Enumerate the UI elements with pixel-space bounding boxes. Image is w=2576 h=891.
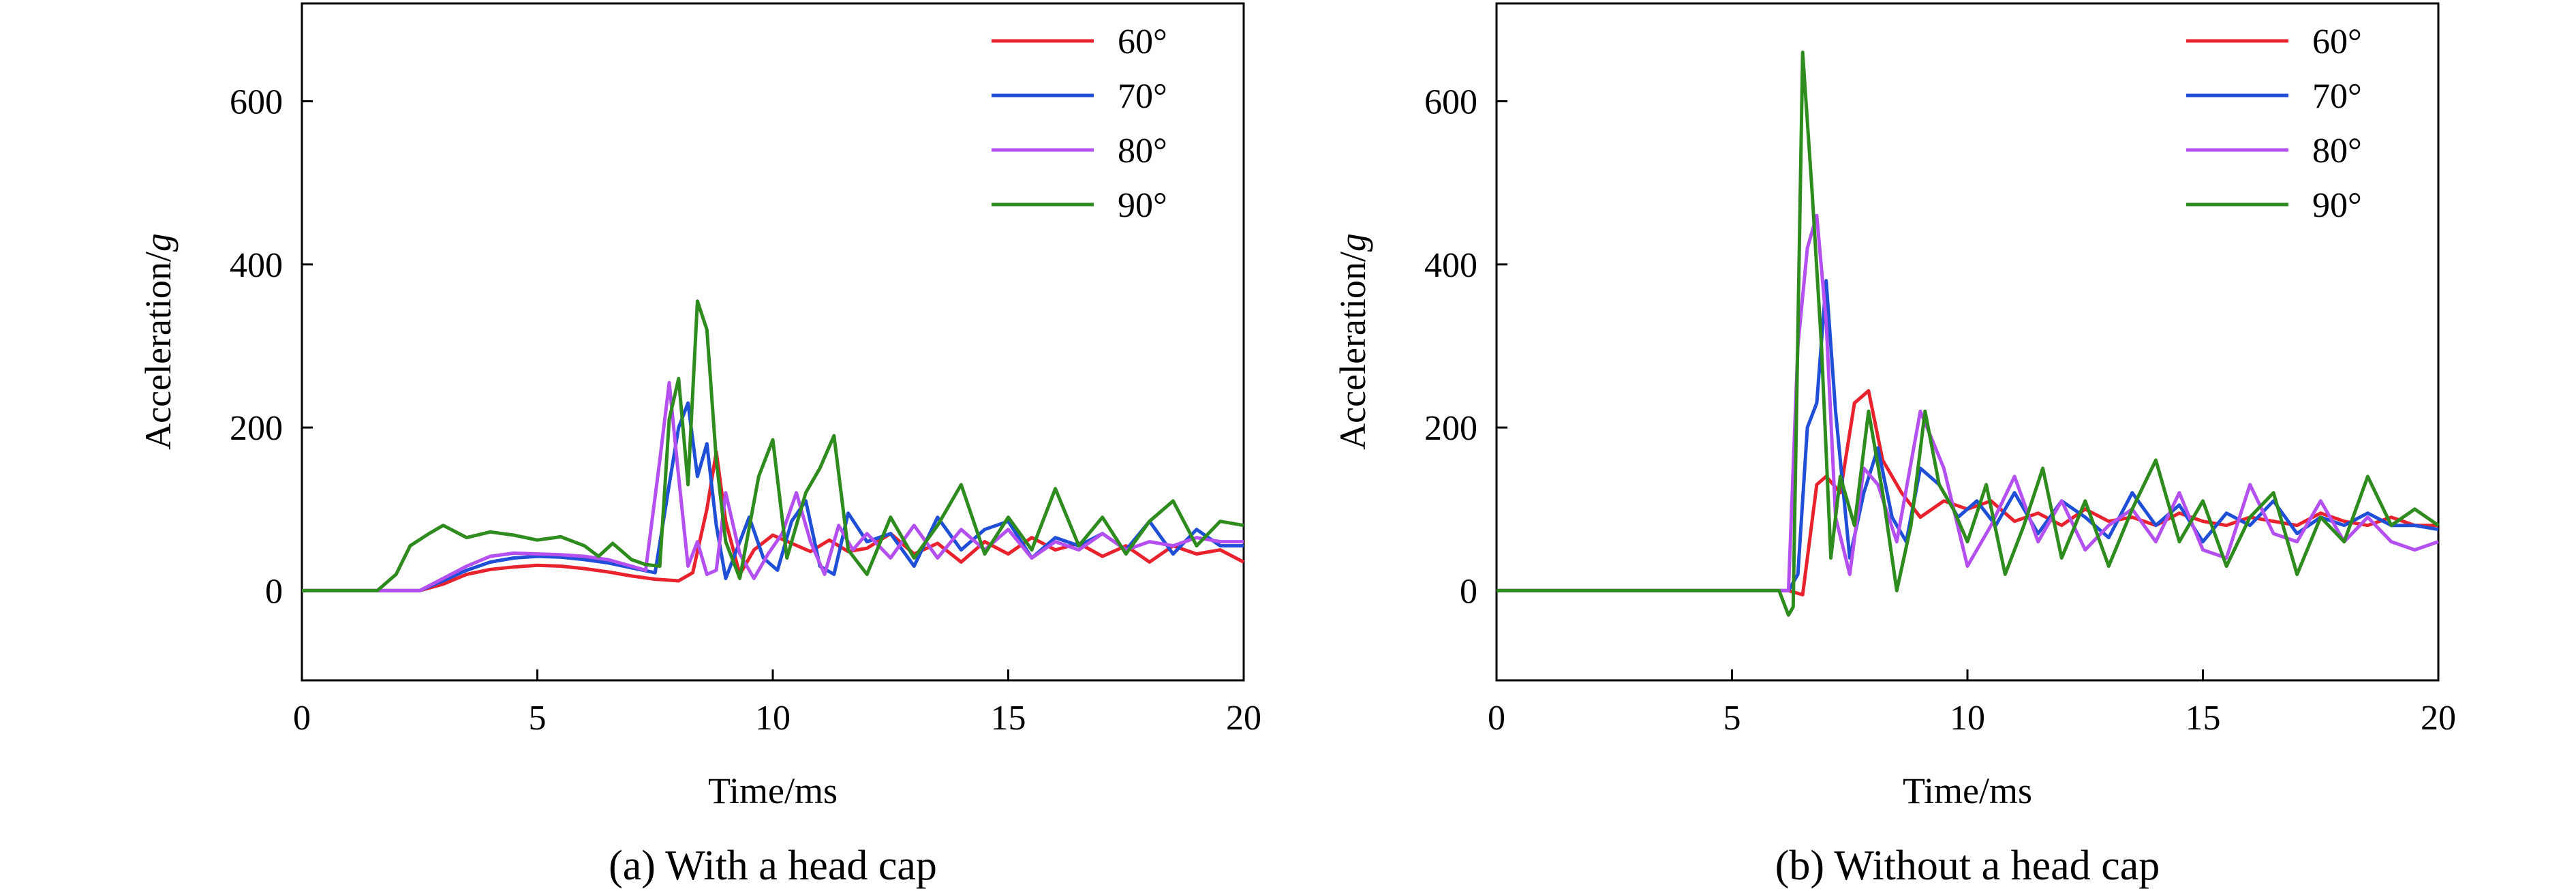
y-tick-label: 600 (1424, 83, 1477, 122)
legend-label: 70° (1118, 77, 1167, 116)
legend-label: 80° (1118, 132, 1167, 170)
series-line (302, 299, 1244, 592)
plot-frame (1495, 2, 2440, 682)
legend-label: 70° (2312, 77, 2362, 116)
legend-label: 90° (1118, 186, 1167, 225)
series-layer (1497, 50, 2440, 617)
y-tick-label: 200 (230, 409, 283, 448)
series-line (302, 380, 1244, 592)
y-tick-label: 0 (1460, 572, 1477, 611)
series-line (1497, 50, 2440, 617)
y-tick-label: 400 (1424, 246, 1477, 285)
series-line (302, 450, 1245, 592)
y-tick-label: 200 (1424, 409, 1477, 448)
panel-caption: (a) With a head cap (609, 843, 937, 889)
x-tick-label: 20 (1226, 699, 1261, 738)
y-axis-title: Acceleration/g (1332, 233, 1373, 450)
legend: 60° 70° 80° 90° (2186, 22, 2362, 225)
x-tick-label: 15 (2186, 699, 2221, 738)
series-layer (302, 299, 1245, 592)
y-axis-title: Acceleration/g (138, 233, 179, 450)
y-tick-label: 400 (230, 246, 283, 285)
x-tick-label: 5 (1723, 699, 1741, 738)
x-tick-label: 5 (529, 699, 547, 738)
x-tick-label: 15 (991, 699, 1026, 738)
x-tick-label: 10 (755, 699, 791, 738)
legend-label: 60° (2312, 22, 2362, 61)
y-tick-label: 600 (230, 83, 283, 122)
y-axis-title-text: Acceleration/ (1332, 252, 1373, 450)
y-tick-label: 0 (265, 572, 283, 611)
y-axis-title-text: Acceleration/ (138, 252, 179, 450)
x-tick-label: 0 (1488, 699, 1505, 738)
legend-label: 90° (2312, 186, 2362, 225)
legend-label: 80° (2312, 132, 2362, 170)
legend-label: 60° (1118, 22, 1167, 61)
series-line (302, 401, 1244, 592)
panel-caption: (b) Without a head cap (1775, 843, 2160, 889)
x-tick-label: 0 (293, 699, 311, 738)
x-tick-label: 10 (1950, 699, 1985, 738)
y-axis-title-unit: g (138, 233, 179, 252)
x-tick-label: 20 (2421, 699, 2456, 738)
x-axis-title: Time/ms (1903, 770, 2032, 811)
x-axis-title: Time/ms (708, 770, 838, 811)
legend: 60° 70° 80° 90° (992, 22, 1167, 225)
y-axis-title-unit: g (1332, 233, 1373, 252)
series-line (1497, 279, 2439, 592)
